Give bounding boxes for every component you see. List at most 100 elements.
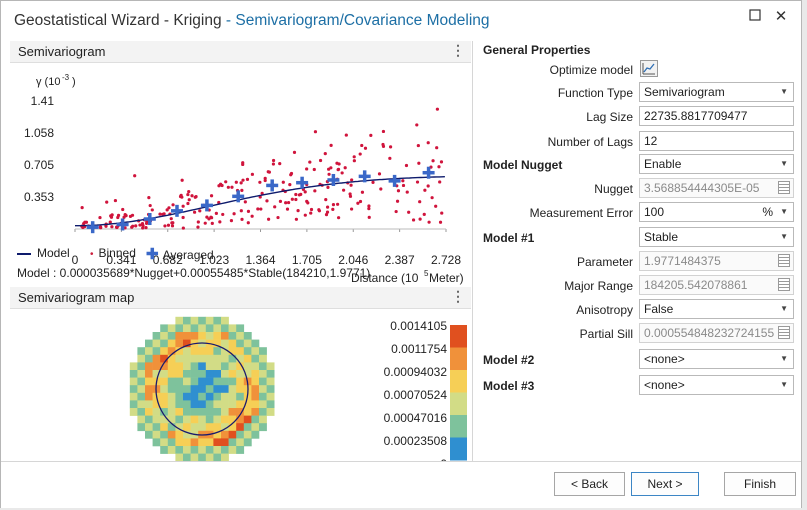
model-1-select[interactable]: Stable ▼: [639, 227, 794, 247]
binned-point: [265, 199, 269, 203]
map-cell: [190, 332, 199, 340]
number-of-lags-input[interactable]: 12: [639, 131, 794, 151]
semivariogram-map[interactable]: 0.0014105 0.0011754 0.00094032 0.00070524 0.…: [10, 311, 471, 461]
binned-point: [121, 207, 125, 212]
map-cell: [228, 438, 237, 447]
binned-point: [220, 183, 224, 188]
map-cell: [145, 354, 153, 363]
nugget-enable-select[interactable]: Enable ▼: [639, 154, 794, 174]
measurement-error-input[interactable]: 100% ▼: [639, 202, 794, 222]
map-cell: [236, 370, 245, 378]
pane-divider[interactable]: [472, 41, 473, 462]
calculator-icon[interactable]: [778, 254, 790, 267]
function-type-select[interactable]: Semivariogram ▼: [639, 82, 794, 102]
map-cell: [198, 423, 207, 432]
more-options-icon[interactable]: ⋮: [451, 42, 465, 58]
next-button[interactable]: Next >: [631, 472, 699, 496]
averaged-point-v: [331, 173, 336, 186]
binned-point: [401, 179, 405, 183]
map-cell: [198, 316, 207, 325]
nugget-input[interactable]: 3.568854444305E-05: [639, 178, 794, 198]
map-cell: [160, 446, 169, 454]
map-cell: [221, 415, 229, 424]
model-3-value: <none>: [644, 378, 685, 392]
binned-point: [250, 214, 254, 218]
map-cell: [160, 339, 169, 348]
model-1-header: Model #1: [483, 231, 535, 245]
close-icon[interactable]: ✕: [774, 8, 788, 25]
map-cell: [198, 362, 207, 371]
binned-point: [158, 212, 162, 216]
model-2-select[interactable]: <none> ▼: [639, 349, 794, 369]
binned-point: [415, 123, 419, 127]
map-cell: [190, 354, 199, 363]
model-3-select[interactable]: <none> ▼: [639, 375, 794, 395]
binned-point: [198, 209, 202, 213]
x-tick-label: 2.387: [385, 253, 415, 267]
major-range-input[interactable]: 184205.542078861: [639, 275, 794, 295]
binned-point: [367, 215, 371, 219]
map-cell: [167, 362, 176, 371]
maximize-icon[interactable]: [747, 9, 763, 25]
map-cell: [221, 324, 229, 333]
calculator-icon[interactable]: [778, 278, 790, 291]
binned-point: [214, 211, 218, 215]
partial-sill-input[interactable]: 0.000554848232724155: [639, 323, 794, 343]
semivariogram-chart[interactable]: γ (10 -3) 1.41 1.058 0.705 0.353 0 0.341 0.682 1.…: [10, 63, 471, 288]
general-properties-header: General Properties: [483, 43, 591, 57]
map-cell: [228, 347, 237, 356]
map-cell: [152, 400, 161, 409]
more-options-icon[interactable]: ⋮: [451, 288, 465, 304]
map-cell: [251, 430, 260, 439]
binned-point: [179, 193, 183, 197]
binned-point: [317, 209, 322, 213]
binned-point: [148, 203, 152, 208]
y-axis-label: γ (10: [36, 76, 60, 88]
x-tick-label: 2.046: [338, 253, 368, 267]
binned-point: [113, 198, 118, 203]
binned-point: [395, 199, 400, 203]
map-cell: [167, 446, 176, 454]
parameter-input[interactable]: 1.9771484375: [639, 251, 794, 271]
binned-point: [278, 162, 282, 166]
map-cell: [198, 453, 207, 461]
averaged-point-v: [205, 199, 209, 212]
map-cell: [137, 392, 146, 401]
map-cell: [145, 370, 153, 378]
x-axis-label-exponent: 5: [424, 269, 429, 278]
map-cell: [152, 370, 161, 378]
y-tick-label: 1.41: [31, 94, 55, 108]
binned-point: [379, 187, 383, 191]
properties-pane: General Properties Optimize model Functi…: [474, 41, 804, 461]
map-cell: [145, 430, 153, 439]
calculator-icon[interactable]: [778, 326, 790, 339]
optimize-model-button[interactable]: [640, 60, 658, 77]
map-cell: [152, 438, 161, 447]
map-cell: [145, 362, 153, 371]
finish-button[interactable]: Finish: [724, 472, 796, 496]
measurement-error-label: Measurement Error: [529, 206, 633, 220]
anisotropy-select[interactable]: False ▼: [639, 299, 794, 319]
legend-binned-label: Binned: [98, 246, 136, 260]
lag-size-input[interactable]: 22735.8817709477: [639, 106, 794, 126]
calculator-icon[interactable]: [778, 181, 790, 194]
map-cell: [236, 332, 245, 340]
map-cell: [190, 400, 199, 409]
map-cell: [190, 370, 199, 378]
color-scale-swatch: [450, 347, 467, 371]
binned-point: [381, 129, 386, 134]
map-cell: [145, 415, 153, 424]
function-type-value: Semivariogram: [644, 85, 725, 99]
map-cell: [228, 362, 237, 371]
map-cell: [190, 385, 199, 394]
binned-point: [435, 107, 440, 111]
binned-point: [327, 167, 331, 171]
map-cell: [221, 408, 229, 416]
binned-point: [147, 196, 151, 200]
binned-point: [186, 201, 190, 206]
map-cell: [175, 324, 184, 333]
binned-point: [423, 188, 427, 192]
back-button[interactable]: < Back: [554, 472, 625, 496]
map-cell: [183, 332, 191, 340]
map-cell: [183, 453, 191, 461]
